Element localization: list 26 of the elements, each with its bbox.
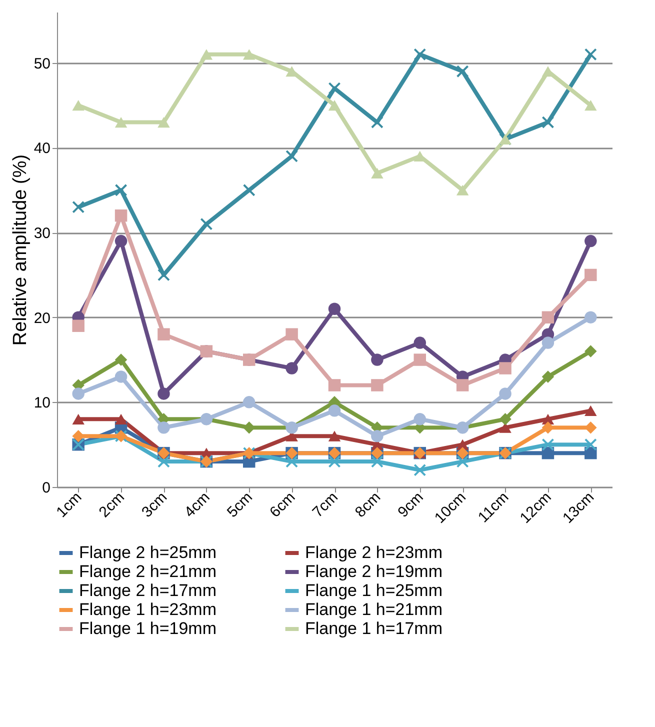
x-tick-label: 9cm xyxy=(394,488,427,521)
x-tick-label: 4cm xyxy=(181,488,214,521)
legend-label: Flange 1 h=19mm xyxy=(79,619,216,638)
legend-label: Flange 2 h=23mm xyxy=(305,543,442,562)
legend-label: Flange 1 h=25mm xyxy=(305,581,442,600)
x-tick-label: 3cm xyxy=(138,488,171,521)
y-tick-label: 0 xyxy=(42,480,50,496)
y-tick-label: 50 xyxy=(34,55,50,72)
legend-label: Flange 1 h=17mm xyxy=(305,619,442,638)
legend-label: Flange 2 h=19mm xyxy=(305,562,442,581)
legend-label: Flange 1 h=23mm xyxy=(79,600,216,619)
x-tick-label: 7cm xyxy=(309,488,342,521)
x-tick-label: 6cm xyxy=(266,488,299,521)
x-tick-label: 1cm xyxy=(53,488,86,521)
y-axis-title: Relative amplitude (%) xyxy=(10,154,31,346)
x-tick-label: 2cm xyxy=(96,488,128,521)
y-tick-label: 10 xyxy=(34,394,50,412)
y-tick-label: 40 xyxy=(34,140,50,158)
y-tick-label: 30 xyxy=(34,225,50,242)
y-tick-label: 20 xyxy=(34,310,50,327)
legend-label: Flange 2 h=21mm xyxy=(79,562,216,581)
legend-label: Flange 2 h=25mm xyxy=(79,543,216,562)
x-tick-label: 5cm xyxy=(224,488,256,521)
legend-label: Flange 1 h=21mm xyxy=(305,600,442,619)
x-tick-label: 8cm xyxy=(352,488,384,521)
legend-label: Flange 2 h=17mm xyxy=(79,581,216,600)
